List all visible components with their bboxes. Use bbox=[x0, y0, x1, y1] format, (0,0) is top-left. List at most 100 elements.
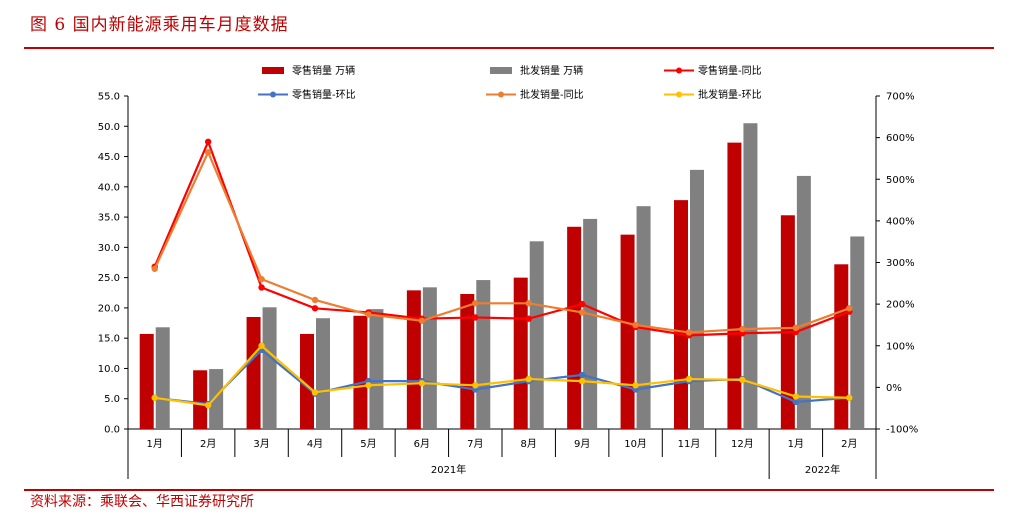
series-point bbox=[578, 309, 586, 316]
right-tick-label: 100% bbox=[886, 341, 915, 352]
bar bbox=[406, 290, 421, 429]
left-tick-label: 40.0 bbox=[98, 182, 120, 193]
bar bbox=[834, 264, 849, 429]
bar bbox=[567, 226, 582, 429]
axes bbox=[124, 95, 880, 479]
series-point bbox=[204, 138, 212, 145]
bar bbox=[155, 327, 170, 429]
source-note: 资料来源：乘联会、华西证券研究所 bbox=[30, 494, 254, 510]
left-tick-label: 50.0 bbox=[98, 122, 120, 133]
legend-label: 批发销量-同比 bbox=[520, 88, 584, 101]
category-label: 10月 bbox=[624, 438, 647, 450]
series-point bbox=[472, 314, 479, 321]
right-tick-label: 600% bbox=[886, 133, 915, 144]
bar bbox=[316, 318, 330, 429]
bar bbox=[850, 236, 865, 429]
left-tick-label: 0.0 bbox=[104, 425, 120, 436]
bar bbox=[583, 218, 598, 429]
series-point bbox=[525, 375, 532, 383]
series-point bbox=[204, 148, 212, 156]
axis-labels: 0.0 5.0 10.0 15.0 20.0 25.0 30.0 35.0 40.0 45.0 50… bbox=[98, 92, 918, 477]
left-tick-label: 25.0 bbox=[98, 273, 120, 284]
left-tick-label: 55.0 bbox=[98, 92, 120, 103]
series-point bbox=[632, 382, 639, 389]
series-point bbox=[311, 305, 319, 312]
series-point bbox=[792, 324, 800, 332]
series-point bbox=[258, 275, 265, 283]
left-tick-label: 20.0 bbox=[98, 303, 120, 314]
series-point bbox=[578, 300, 586, 308]
category-label: 2月 bbox=[200, 438, 216, 450]
series-point bbox=[151, 265, 158, 272]
bar bbox=[353, 315, 368, 429]
series-point bbox=[578, 377, 586, 385]
series-line bbox=[154, 344, 850, 407]
category-label: 2月 bbox=[841, 438, 857, 450]
series-point bbox=[525, 300, 532, 307]
series-point bbox=[792, 398, 800, 406]
category-label: 1月 bbox=[788, 438, 804, 450]
series-line bbox=[153, 138, 850, 337]
series-point bbox=[739, 325, 746, 333]
series-point bbox=[258, 342, 265, 349]
year-group-label: 2022年 bbox=[805, 463, 840, 476]
left-tick-label: 10.0 bbox=[98, 364, 120, 375]
legend-swatch bbox=[490, 67, 512, 74]
legend-marker bbox=[270, 91, 276, 98]
legend-marker bbox=[676, 91, 682, 98]
legend-marker bbox=[498, 91, 504, 98]
right-tick-label: 200% bbox=[886, 300, 915, 311]
legend-swatch bbox=[262, 67, 284, 74]
bar bbox=[636, 206, 651, 429]
left-tick-label: 35.0 bbox=[98, 213, 120, 224]
bar bbox=[262, 307, 277, 429]
left-tick-label: 15.0 bbox=[98, 334, 120, 345]
bar bbox=[690, 169, 704, 429]
right-tick-label: 500% bbox=[886, 175, 915, 186]
left-tick-label: 5.0 bbox=[104, 394, 120, 405]
right-tick-label: 400% bbox=[886, 216, 915, 227]
bar bbox=[674, 200, 688, 429]
bar bbox=[780, 215, 795, 429]
series-point bbox=[258, 284, 265, 291]
series-point bbox=[365, 311, 372, 318]
bar bbox=[460, 293, 475, 429]
series-point bbox=[578, 371, 586, 379]
legend-marker bbox=[676, 67, 682, 74]
category-label: 11月 bbox=[678, 438, 701, 450]
series-point bbox=[685, 329, 693, 336]
series-point bbox=[418, 380, 426, 387]
category-label: 12月 bbox=[731, 438, 754, 450]
series-point bbox=[846, 305, 853, 312]
series-point bbox=[472, 300, 479, 307]
series-point bbox=[739, 376, 746, 384]
category-label: 8月 bbox=[521, 438, 537, 450]
left-tick-label: 45.0 bbox=[98, 152, 120, 163]
bar-series bbox=[139, 123, 865, 429]
series-point bbox=[685, 375, 693, 383]
bar bbox=[513, 277, 528, 429]
legend-label: 零售销量-环比 bbox=[292, 88, 356, 101]
series-point bbox=[632, 321, 639, 329]
legend-label: 批发销量-环比 bbox=[698, 88, 762, 101]
left-tick-label: 30.0 bbox=[98, 243, 120, 254]
series-point bbox=[311, 389, 319, 396]
figure-title: 图 6 国内新能源乘用车月度数据 bbox=[30, 15, 289, 35]
bar bbox=[193, 370, 208, 429]
bar bbox=[246, 316, 261, 429]
title-divider bbox=[24, 47, 994, 49]
bar bbox=[743, 123, 758, 429]
series-point bbox=[418, 317, 426, 324]
legend-label: 零售销量 万辆 bbox=[292, 64, 355, 77]
bar bbox=[422, 287, 437, 429]
bar bbox=[796, 175, 811, 429]
source-divider bbox=[24, 489, 994, 491]
legend-label: 批发销量 万辆 bbox=[520, 64, 583, 77]
category-label: 3月 bbox=[253, 438, 269, 450]
right-tick-label: 300% bbox=[886, 258, 915, 269]
right-tick-label: -100% bbox=[886, 425, 918, 436]
series-point bbox=[365, 382, 372, 389]
category-label: 7月 bbox=[467, 438, 483, 450]
bar bbox=[620, 234, 635, 429]
